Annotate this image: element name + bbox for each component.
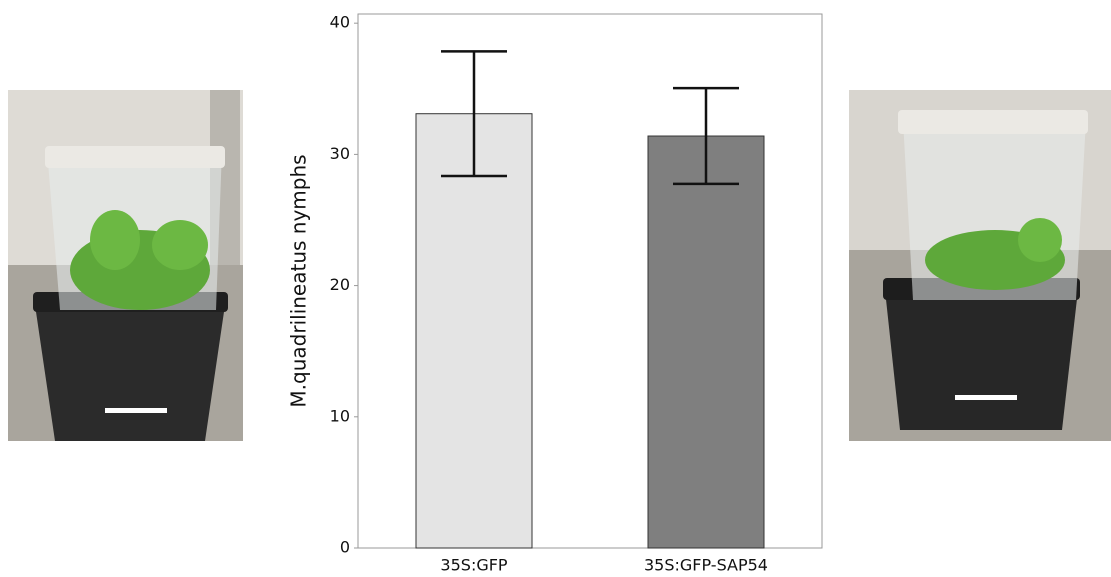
- y-tick-label: 0: [340, 538, 350, 557]
- y-tick-label: 30: [330, 144, 350, 163]
- x-tick-label: 35S:GFP: [440, 556, 508, 575]
- bar: [647, 135, 765, 549]
- y-tick-label: 40: [330, 13, 350, 32]
- x-tick-label: 35S:GFP-SAP54: [644, 556, 768, 575]
- plot-frame: [357, 13, 823, 549]
- right-photo: [849, 90, 1111, 441]
- left-photo: [8, 90, 243, 441]
- bar: [415, 113, 533, 549]
- y-tick-label: 20: [330, 275, 350, 294]
- y-tick-label: 10: [330, 406, 350, 425]
- y-axis-label: M.quadrilineatus nymphs: [287, 154, 311, 407]
